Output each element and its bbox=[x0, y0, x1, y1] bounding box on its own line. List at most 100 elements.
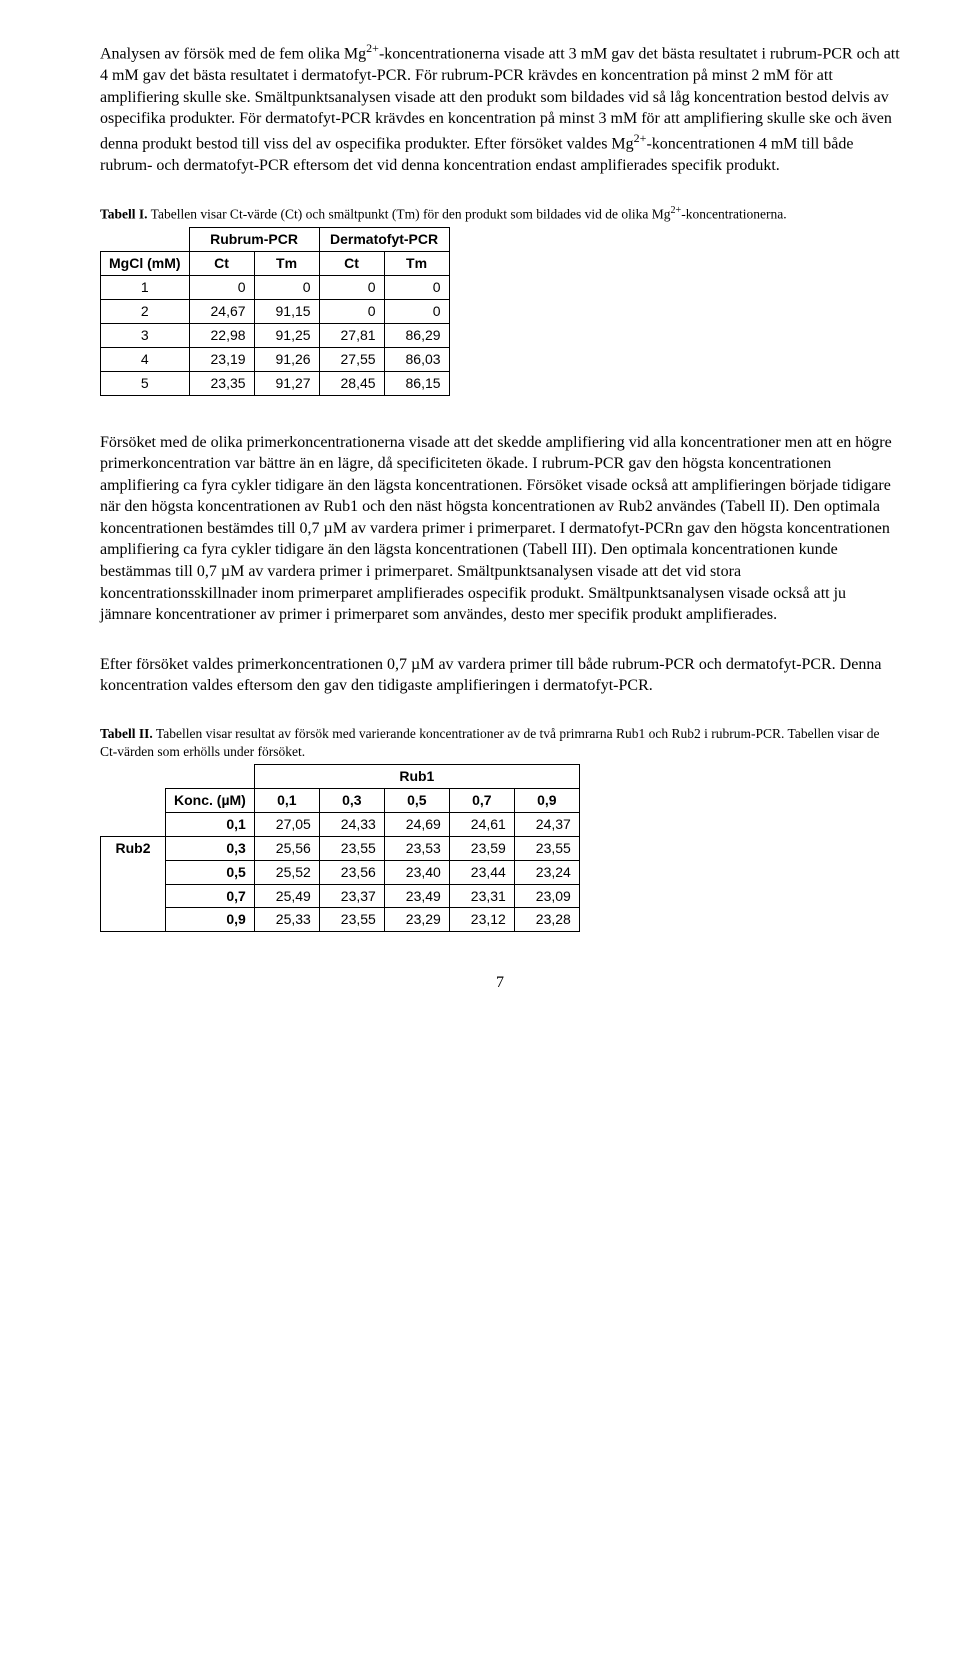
table-row: 5 23,35 91,27 28,45 86,15 bbox=[101, 371, 450, 395]
table2-rowhead: 0,1 bbox=[166, 812, 255, 836]
table-2: Rub1 Konc. (µM) 0,1 0,3 0,5 0,7 0,9 0,1 … bbox=[100, 764, 580, 932]
table-row: 0,9 25,33 23,55 23,29 23,12 23,28 bbox=[101, 908, 580, 932]
table2-colhead: 0,7 bbox=[449, 789, 514, 813]
table1-subcol: Tm bbox=[384, 252, 449, 276]
cell: 25,33 bbox=[254, 908, 319, 932]
cell: 0 bbox=[319, 276, 384, 300]
cell: 23,59 bbox=[449, 836, 514, 860]
table2-colhead: 0,3 bbox=[319, 789, 384, 813]
table-row: 0,5 25,52 23,56 23,40 23,44 23,24 bbox=[101, 860, 580, 884]
page-number: 7 bbox=[100, 972, 900, 994]
cell: 23,35 bbox=[189, 371, 254, 395]
table1-caption-label: Tabell I. bbox=[100, 207, 148, 222]
paragraph-2: Försöket med de olika primerkoncentratio… bbox=[100, 432, 900, 626]
table-row: 1 0 0 0 0 bbox=[101, 276, 450, 300]
superscript-2plus: 2+ bbox=[670, 205, 681, 216]
table2-colhead: 0,1 bbox=[254, 789, 319, 813]
cell: 0 bbox=[319, 299, 384, 323]
cell: 28,45 bbox=[319, 371, 384, 395]
cell: 23,40 bbox=[384, 860, 449, 884]
cell: 23,09 bbox=[514, 884, 579, 908]
cell: 23,56 bbox=[319, 860, 384, 884]
cell: 23,55 bbox=[319, 836, 384, 860]
cell: 23,44 bbox=[449, 860, 514, 884]
cell: 91,27 bbox=[254, 371, 319, 395]
empty-cell bbox=[101, 812, 166, 836]
cell: 0 bbox=[384, 299, 449, 323]
table2-colhead: 0,9 bbox=[514, 789, 579, 813]
table2-colhead: 0,5 bbox=[384, 789, 449, 813]
cell: 25,52 bbox=[254, 860, 319, 884]
table1-caption-post: -koncentrationerna. bbox=[681, 207, 786, 222]
table-row: 3 22,98 91,25 27,81 86,29 bbox=[101, 323, 450, 347]
cell: 3 bbox=[101, 323, 190, 347]
cell: 0 bbox=[384, 276, 449, 300]
cell: 23,55 bbox=[514, 836, 579, 860]
table2-caption: Tabell II. Tabellen visar resultat av fö… bbox=[100, 725, 900, 760]
cell: 24,67 bbox=[189, 299, 254, 323]
cell: 4 bbox=[101, 347, 190, 371]
cell: 24,37 bbox=[514, 812, 579, 836]
table1-caption: Tabell I. Tabellen visar Ct-värde (Ct) o… bbox=[100, 204, 900, 223]
paragraph-1: Analysen av försök med de fem olika Mg2+… bbox=[100, 40, 900, 176]
table-row: 0,1 27,05 24,33 24,69 24,61 24,37 bbox=[101, 812, 580, 836]
cell: 86,29 bbox=[384, 323, 449, 347]
cell: 91,25 bbox=[254, 323, 319, 347]
table2-caption-rest: Tabellen visar resultat av försök med va… bbox=[100, 726, 880, 759]
cell: 23,31 bbox=[449, 884, 514, 908]
table2-konc-label: Konc. (µM) bbox=[166, 789, 255, 813]
cell: 23,53 bbox=[384, 836, 449, 860]
table1-subcol: Tm bbox=[254, 252, 319, 276]
cell: 24,69 bbox=[384, 812, 449, 836]
superscript-2plus: 2+ bbox=[634, 131, 647, 145]
cell: 23,49 bbox=[384, 884, 449, 908]
cell: 25,56 bbox=[254, 836, 319, 860]
cell: 5 bbox=[101, 371, 190, 395]
table2-rowhead: 0,3 bbox=[166, 836, 255, 860]
table1-subcol: Ct bbox=[189, 252, 254, 276]
table-row: 2 24,67 91,15 0 0 bbox=[101, 299, 450, 323]
table2-caption-label: Tabell II. bbox=[100, 726, 153, 741]
table-row: 4 23,19 91,26 27,55 86,03 bbox=[101, 347, 450, 371]
table-row: Rub2 0,3 25,56 23,55 23,53 23,59 23,55 bbox=[101, 836, 580, 860]
cell: 23,19 bbox=[189, 347, 254, 371]
cell: 23,55 bbox=[319, 908, 384, 932]
table2-top-label: Rub1 bbox=[254, 765, 579, 789]
cell: 91,15 bbox=[254, 299, 319, 323]
cell: 86,15 bbox=[384, 371, 449, 395]
empty-cell bbox=[101, 789, 166, 813]
table-row: 0,7 25,49 23,37 23,49 23,31 23,09 bbox=[101, 884, 580, 908]
empty-cell bbox=[101, 228, 190, 252]
p1-text-pre: Analysen av försök med de fem olika Mg bbox=[100, 45, 366, 62]
empty-cell bbox=[101, 765, 166, 789]
table1-colgroup-rubrum: Rubrum-PCR bbox=[189, 228, 319, 252]
cell: 91,26 bbox=[254, 347, 319, 371]
empty-cell bbox=[166, 765, 255, 789]
cell: 0 bbox=[254, 276, 319, 300]
cell: 25,49 bbox=[254, 884, 319, 908]
table2-rowhead: 0,7 bbox=[166, 884, 255, 908]
superscript-2plus: 2+ bbox=[366, 41, 379, 55]
cell: 23,37 bbox=[319, 884, 384, 908]
cell: 27,81 bbox=[319, 323, 384, 347]
table1-caption-pre: Tabellen visar Ct-värde (Ct) och smältpu… bbox=[148, 207, 671, 222]
cell: 24,61 bbox=[449, 812, 514, 836]
cell: 86,03 bbox=[384, 347, 449, 371]
table2-left-label: Rub2 bbox=[101, 836, 166, 932]
table1-colgroup-dermatofyt: Dermatofyt-PCR bbox=[319, 228, 449, 252]
cell: 0 bbox=[189, 276, 254, 300]
cell: 23,24 bbox=[514, 860, 579, 884]
cell: 24,33 bbox=[319, 812, 384, 836]
table1-subcol: Ct bbox=[319, 252, 384, 276]
cell: 1 bbox=[101, 276, 190, 300]
table1-rowhead: MgCl (mM) bbox=[101, 252, 190, 276]
table2-rowhead: 0,9 bbox=[166, 908, 255, 932]
cell: 27,05 bbox=[254, 812, 319, 836]
cell: 23,28 bbox=[514, 908, 579, 932]
cell: 23,29 bbox=[384, 908, 449, 932]
cell: 22,98 bbox=[189, 323, 254, 347]
paragraph-3: Efter försöket valdes primerkoncentratio… bbox=[100, 654, 900, 697]
cell: 2 bbox=[101, 299, 190, 323]
table2-rowhead: 0,5 bbox=[166, 860, 255, 884]
table-1: Rubrum-PCR Dermatofyt-PCR MgCl (mM) Ct T… bbox=[100, 227, 450, 395]
